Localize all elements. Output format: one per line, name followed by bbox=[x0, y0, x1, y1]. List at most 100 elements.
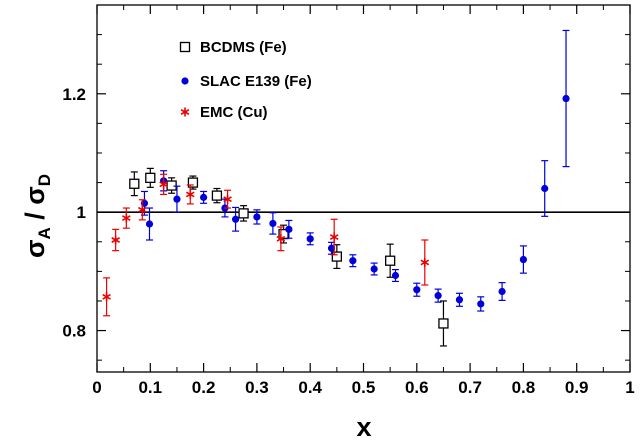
point-marker bbox=[173, 195, 181, 203]
data-point bbox=[370, 262, 378, 276]
data-point bbox=[223, 189, 232, 209]
point-marker bbox=[159, 179, 168, 189]
y-tick-label: 1 bbox=[77, 203, 86, 222]
data-point bbox=[329, 218, 339, 256]
y-tick-label: 0.8 bbox=[62, 322, 86, 341]
data-point bbox=[159, 173, 168, 196]
point-marker bbox=[285, 225, 293, 233]
data-point bbox=[185, 184, 195, 205]
legend-label: BCDMS (Fe) bbox=[200, 39, 287, 56]
data-point bbox=[306, 232, 314, 246]
series-3 bbox=[102, 173, 430, 317]
asterisk-stroke bbox=[159, 181, 168, 188]
data-point bbox=[434, 288, 442, 303]
legend-label: SLAC E139 (Fe) bbox=[200, 73, 312, 90]
x-tick-label: 0.2 bbox=[192, 378, 216, 397]
point-marker bbox=[541, 184, 549, 193]
data-point bbox=[102, 277, 111, 317]
point-marker bbox=[276, 234, 286, 244]
asterisk-stroke bbox=[185, 191, 195, 198]
data-point bbox=[137, 199, 147, 221]
legend-item-3: EMC (Cu) bbox=[180, 104, 268, 121]
data-point bbox=[455, 292, 464, 307]
asterisk-stroke bbox=[111, 237, 120, 243]
asterisk-stroke bbox=[180, 109, 190, 115]
x-tick-label: 0.4 bbox=[298, 378, 322, 397]
asterisk-stroke bbox=[329, 234, 339, 240]
point-marker bbox=[185, 189, 195, 199]
y-axis-title-part: A bbox=[35, 227, 54, 239]
asterisk-stroke bbox=[102, 293, 111, 300]
point-marker bbox=[200, 193, 208, 201]
data-point bbox=[269, 212, 277, 235]
legend-marker bbox=[180, 107, 190, 117]
point-marker bbox=[238, 208, 249, 219]
y-axis-title-part: / σ bbox=[20, 186, 50, 227]
point-marker bbox=[455, 296, 464, 304]
data-point bbox=[562, 29, 570, 168]
data-point bbox=[253, 209, 261, 225]
point-marker bbox=[413, 286, 421, 294]
point-marker bbox=[329, 232, 339, 242]
point-marker bbox=[391, 271, 400, 280]
data-point bbox=[384, 243, 396, 278]
point-marker bbox=[562, 94, 570, 103]
point-marker bbox=[231, 215, 240, 223]
legend-marker bbox=[179, 41, 191, 53]
data-point bbox=[211, 187, 223, 204]
point-marker bbox=[187, 177, 199, 188]
data-point bbox=[238, 205, 249, 222]
x-tick-label: 0.8 bbox=[512, 378, 536, 397]
x-tick-label: 0 bbox=[92, 378, 101, 397]
data-point bbox=[122, 207, 131, 229]
data-point bbox=[413, 282, 421, 297]
point-marker bbox=[102, 292, 111, 302]
data-point bbox=[145, 167, 156, 188]
x-tick-label: 0.1 bbox=[138, 378, 162, 397]
y-tick-label: 1.2 bbox=[62, 85, 86, 104]
data-point bbox=[173, 185, 181, 213]
point-marker bbox=[420, 257, 430, 267]
point-marker bbox=[269, 219, 277, 228]
ticks-layer: 0 0.1 0.2 0.3 0.4 0.5 0.6 0.7 0.8 0.9 1 0.8 1 1.2 bbox=[62, 4, 635, 397]
data-point bbox=[111, 228, 120, 252]
legend: BCDMS (Fe) SLAC E139 (Fe) EMC (Cu) bbox=[179, 39, 312, 121]
data-point bbox=[349, 254, 357, 268]
point-marker bbox=[327, 244, 336, 252]
point-marker bbox=[438, 318, 449, 329]
legend-marker bbox=[181, 77, 189, 85]
legend-label: EMC (Cu) bbox=[200, 104, 268, 121]
data-point bbox=[285, 219, 293, 239]
point-marker bbox=[137, 205, 147, 215]
y-axis-title-part: σ bbox=[20, 240, 50, 258]
point-marker bbox=[129, 178, 140, 189]
x-tick-label: 0.3 bbox=[245, 378, 269, 397]
data-point bbox=[519, 245, 528, 274]
x-axis-title: x bbox=[356, 412, 371, 442]
point-marker bbox=[111, 235, 120, 245]
point-marker bbox=[223, 194, 232, 204]
point-marker bbox=[331, 251, 343, 262]
x-tick-label: 0.7 bbox=[458, 378, 482, 397]
asterisk-stroke bbox=[137, 206, 147, 213]
point-marker bbox=[211, 190, 223, 201]
data-point bbox=[200, 190, 208, 204]
point-marker bbox=[306, 235, 314, 243]
y-axis-title-part: D bbox=[35, 174, 54, 186]
asterisk-stroke bbox=[223, 196, 232, 203]
data-point bbox=[498, 282, 506, 301]
asterisk-stroke bbox=[420, 259, 430, 266]
point-marker bbox=[519, 255, 528, 264]
point-marker bbox=[349, 257, 357, 265]
y-axis-title: σA / σD bbox=[20, 174, 54, 258]
point-marker bbox=[384, 255, 396, 266]
data-point bbox=[541, 160, 549, 217]
asterisk-stroke bbox=[122, 215, 131, 222]
data-point bbox=[231, 206, 240, 232]
point-marker bbox=[370, 265, 378, 273]
point-marker bbox=[145, 172, 156, 183]
x-tick-label: 1 bbox=[625, 378, 634, 397]
points-layer bbox=[102, 29, 570, 347]
data-point bbox=[477, 296, 485, 312]
